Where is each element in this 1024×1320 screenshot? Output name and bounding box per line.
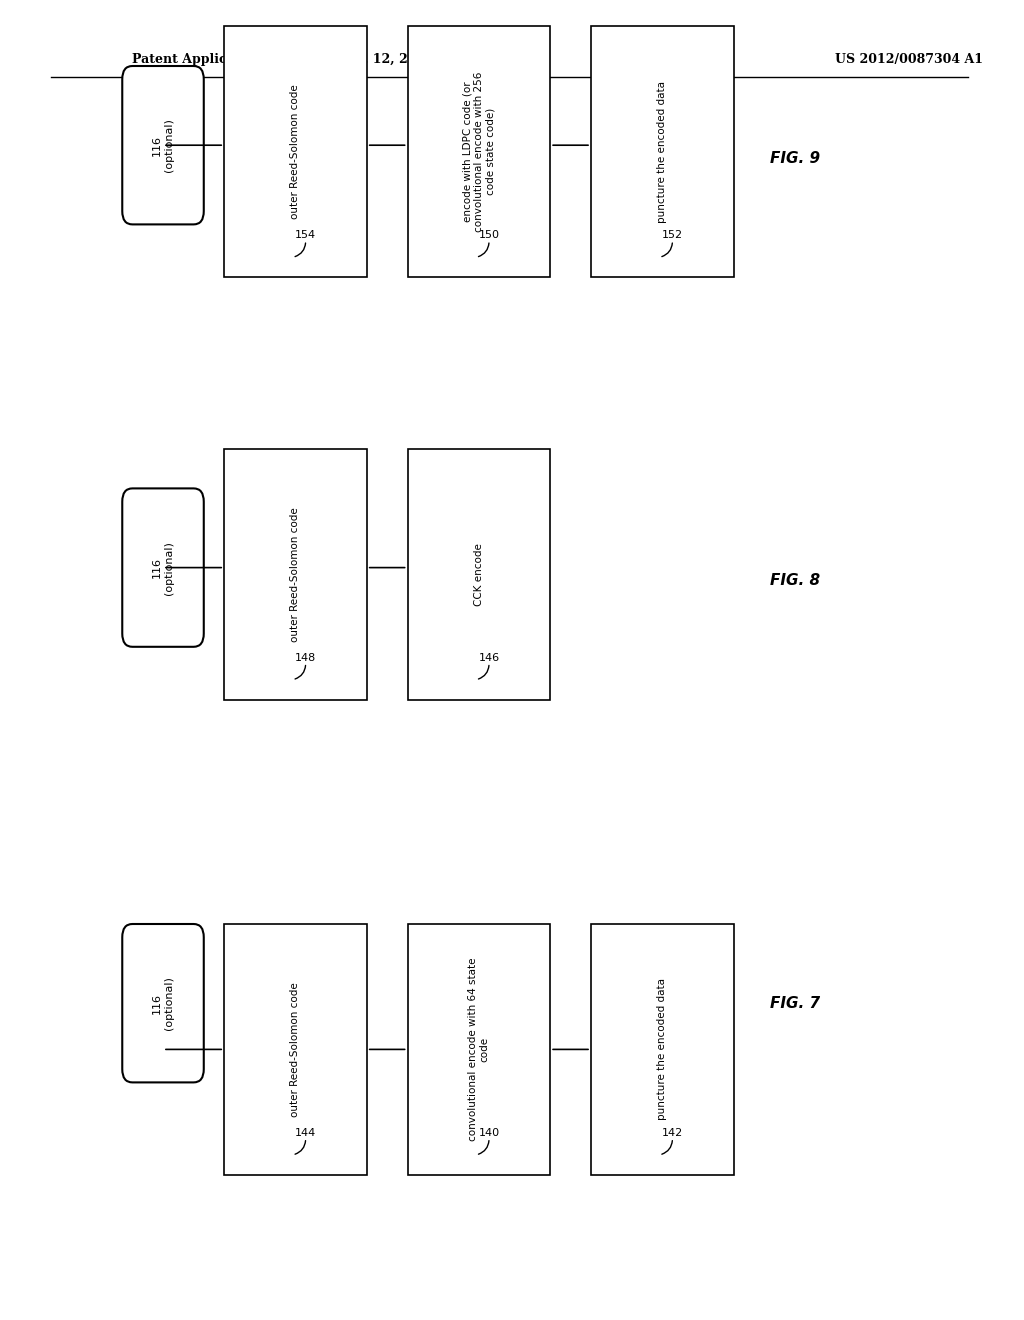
Text: puncture the encoded data: puncture the encoded data [657, 81, 668, 223]
Text: 150: 150 [478, 230, 500, 240]
Text: outer Reed-Solomon code: outer Reed-Solomon code [291, 507, 300, 642]
Text: 142: 142 [662, 1127, 683, 1138]
Text: US 2012/0087304 A1: US 2012/0087304 A1 [836, 53, 983, 66]
Text: encode with LDPC code (or
convolutional encode with 256
code state code): encode with LDPC code (or convolutional … [462, 71, 496, 232]
FancyBboxPatch shape [408, 449, 550, 700]
Text: 116
(optional): 116 (optional) [153, 977, 174, 1030]
Text: Apr. 12, 2012  Sheet 7 of 40: Apr. 12, 2012 Sheet 7 of 40 [340, 53, 536, 66]
Text: convolutional encode with 64 state
code: convolutional encode with 64 state code [468, 957, 489, 1142]
Text: outer Reed-Solomon code: outer Reed-Solomon code [291, 84, 300, 219]
FancyBboxPatch shape [122, 924, 204, 1082]
FancyBboxPatch shape [224, 449, 367, 700]
Text: 146: 146 [478, 652, 500, 663]
FancyBboxPatch shape [408, 26, 550, 277]
FancyBboxPatch shape [224, 924, 367, 1175]
Text: 116
(optional): 116 (optional) [153, 541, 174, 594]
Text: 144: 144 [295, 1127, 316, 1138]
FancyBboxPatch shape [408, 924, 550, 1175]
Text: 148: 148 [295, 652, 316, 663]
Text: puncture the encoded data: puncture the encoded data [657, 978, 668, 1121]
FancyBboxPatch shape [122, 488, 204, 647]
Text: outer Reed-Solomon code: outer Reed-Solomon code [291, 982, 300, 1117]
FancyBboxPatch shape [224, 26, 367, 277]
Text: 152: 152 [662, 230, 683, 240]
FancyBboxPatch shape [591, 26, 733, 277]
Text: FIG. 9: FIG. 9 [770, 150, 820, 166]
Text: Patent Application Publication: Patent Application Publication [132, 53, 348, 66]
Text: 116
(optional): 116 (optional) [153, 119, 174, 172]
Text: CCK encode: CCK encode [474, 543, 484, 606]
FancyBboxPatch shape [591, 924, 733, 1175]
FancyBboxPatch shape [122, 66, 204, 224]
Text: FIG. 7: FIG. 7 [770, 995, 820, 1011]
Text: 140: 140 [478, 1127, 500, 1138]
Text: 154: 154 [295, 230, 316, 240]
Text: FIG. 8: FIG. 8 [770, 573, 820, 589]
